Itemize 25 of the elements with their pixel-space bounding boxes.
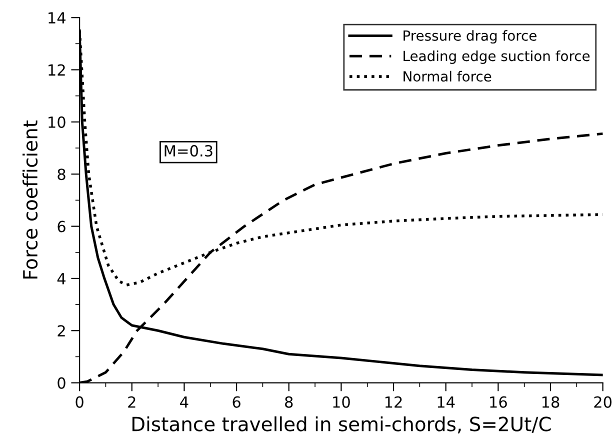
x-tick-label: 0 (76, 396, 84, 408)
y-tick-label: 12 (48, 64, 65, 76)
x-tick-label: 14 (438, 396, 455, 408)
legend-label: Pressure drag force (404, 30, 536, 44)
y-tick-label: 6 (58, 220, 66, 232)
y-tick-label: 8 (58, 168, 66, 180)
y-tick-label: 0 (58, 377, 66, 389)
x-tick-label: 4 (180, 396, 188, 408)
x-tick-label: 12 (385, 396, 402, 408)
annotation: M=0.3 (164, 145, 212, 157)
y-axis-title: Force coefficient (22, 120, 38, 278)
x-tick-label: 2 (128, 396, 136, 408)
legend-label: Normal force (404, 70, 492, 82)
x-tick-label: 8 (285, 396, 293, 408)
y-tick-label: 10 (48, 116, 66, 128)
y-tick-label: 14 (48, 12, 66, 24)
y-tick-label: 2 (58, 325, 65, 336)
x-tick-label: 18 (542, 396, 560, 408)
x-tick-label: 10 (333, 396, 350, 408)
x-tick-label: 20 (594, 396, 612, 408)
x-tick-label: 6 (232, 396, 240, 408)
legend-label: Leading edge suction force (404, 50, 590, 64)
y-tick-label: 4 (57, 273, 66, 284)
x-axis-title: Distance travelled in semi-chords, S=2Ut/C (132, 416, 551, 434)
x-tick-label: 16 (490, 396, 507, 408)
